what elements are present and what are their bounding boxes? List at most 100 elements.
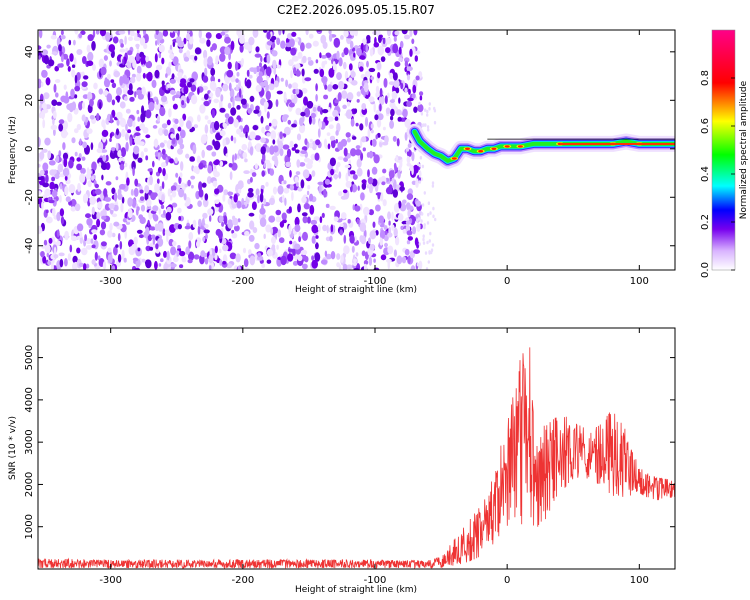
noise-speckle xyxy=(321,55,327,59)
noise-speckle xyxy=(396,138,400,147)
noise-speckle xyxy=(379,87,383,98)
noise-speckle xyxy=(188,251,195,261)
noise-speckle xyxy=(364,116,369,127)
noise-speckle xyxy=(227,61,232,70)
noise-speckle xyxy=(282,194,285,203)
noise-speckle xyxy=(87,169,92,175)
noise-speckle xyxy=(347,219,351,224)
noise-speckle xyxy=(96,211,101,220)
noise-speckle xyxy=(351,80,358,86)
noise-speckle xyxy=(305,162,313,169)
noise-speckle xyxy=(60,30,64,36)
noise-speckle xyxy=(256,65,260,73)
noise-speckle xyxy=(326,132,331,137)
noise-speckle xyxy=(118,183,126,190)
noise-speckle xyxy=(193,166,200,173)
noise-speckle xyxy=(340,195,348,200)
noise-speckle xyxy=(203,57,208,67)
noise-speckle xyxy=(186,32,191,41)
noise-speckle xyxy=(149,246,154,251)
noise-speckle xyxy=(177,245,181,249)
noise-speckle xyxy=(76,223,84,232)
noise-speckle xyxy=(232,154,235,164)
noise-speckle xyxy=(171,202,178,208)
noise-speckle xyxy=(384,242,388,248)
noise-speckle xyxy=(120,147,127,158)
noise-speckle xyxy=(306,190,310,196)
noise-speckle xyxy=(266,40,273,46)
colorbar-tick-label: 0.2 xyxy=(700,214,711,230)
noise-speckle xyxy=(157,222,164,232)
noise-speckle xyxy=(341,212,347,220)
noise-speckle xyxy=(191,184,194,189)
noise-speckle xyxy=(40,109,46,120)
noise-speckle xyxy=(156,99,159,105)
noise-speckle xyxy=(203,100,210,107)
noise-speckle xyxy=(300,249,308,255)
noise-speckle xyxy=(55,92,59,98)
noise-speckle xyxy=(248,212,255,217)
noise-speckle xyxy=(311,224,319,234)
noise-speckle xyxy=(93,82,98,90)
signal-hotspot xyxy=(451,157,457,160)
noise-speckle xyxy=(276,244,279,250)
noise-speckle xyxy=(99,102,102,110)
noise-speckle xyxy=(152,205,159,212)
noise-speckle xyxy=(433,120,437,125)
noise-speckle xyxy=(427,127,430,132)
noise-speckle xyxy=(46,216,53,224)
noise-speckle xyxy=(313,216,320,222)
noise-speckle xyxy=(86,60,94,67)
noise-speckle xyxy=(283,180,287,185)
noise-speckle xyxy=(115,176,119,181)
noise-speckle xyxy=(48,160,56,166)
noise-speckle xyxy=(208,254,214,264)
noise-speckle xyxy=(133,236,138,246)
noise-speckle xyxy=(282,30,285,35)
noise-speckle xyxy=(237,180,244,189)
noise-speckle xyxy=(233,137,237,144)
noise-speckle xyxy=(65,196,71,203)
noise-speckle xyxy=(202,212,208,219)
noise-speckle xyxy=(422,241,426,245)
noise-speckle xyxy=(64,230,69,241)
noise-speckle xyxy=(407,143,412,149)
noise-speckle xyxy=(231,229,235,234)
noise-speckle xyxy=(271,236,276,244)
noise-speckle xyxy=(249,220,255,230)
noise-speckle xyxy=(241,58,244,66)
noise-speckle xyxy=(427,260,430,264)
noise-speckle xyxy=(45,77,51,86)
noise-speckle xyxy=(255,105,260,111)
noise-speckle xyxy=(361,179,367,184)
noise-speckle xyxy=(397,213,404,222)
colorbar-tick-label: 0.6 xyxy=(700,118,711,134)
noise-speckle xyxy=(360,192,365,201)
noise-speckle xyxy=(356,91,361,97)
noise-speckle xyxy=(367,177,374,185)
noise-speckle xyxy=(168,49,173,54)
noise-speckle xyxy=(359,66,364,72)
noise-speckle xyxy=(44,188,51,197)
noise-speckle xyxy=(387,92,390,99)
noise-speckle xyxy=(324,250,328,257)
noise-speckle xyxy=(428,239,431,243)
noise-speckle xyxy=(217,78,221,83)
snr-x-axis-label: Height of straight line (km) xyxy=(295,585,417,595)
noise-speckle xyxy=(398,97,401,104)
spectrogram-y-axis-label: Frequency (Hz) xyxy=(8,116,18,184)
noise-speckle xyxy=(169,30,176,38)
noise-speckle xyxy=(211,109,216,119)
noise-speckle xyxy=(91,206,95,215)
noise-speckle xyxy=(415,178,419,189)
noise-speckle xyxy=(427,201,431,205)
noise-speckle xyxy=(151,234,156,239)
noise-speckle xyxy=(311,259,319,269)
noise-speckle xyxy=(97,201,103,209)
noise-speckle xyxy=(329,157,336,167)
noise-speckle xyxy=(82,101,85,110)
noise-speckle xyxy=(373,154,380,164)
noise-speckle xyxy=(82,193,89,204)
noise-speckle xyxy=(163,263,168,270)
